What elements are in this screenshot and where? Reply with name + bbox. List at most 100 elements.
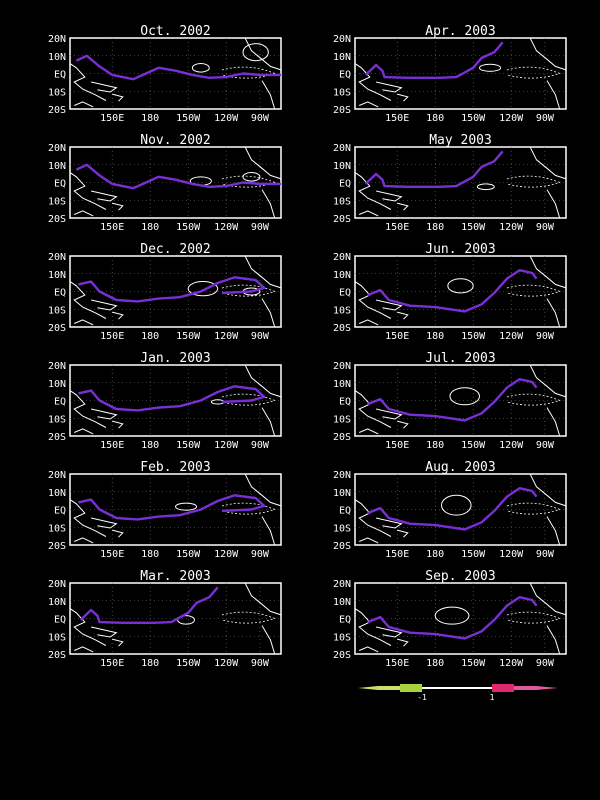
- contour: [449, 387, 480, 406]
- y-tick-label: 10S: [333, 196, 351, 207]
- coastline: [69, 473, 282, 546]
- y-tick-label: 20S: [333, 323, 351, 334]
- y-tick-label: 10S: [333, 305, 351, 316]
- y-tick-label: 20S: [333, 105, 351, 116]
- x-tick-label: 150W: [461, 222, 486, 233]
- panel-title: Aug. 2003: [425, 460, 495, 475]
- colorbar-pos-light: [514, 686, 536, 690]
- x-tick-label: 150W: [176, 440, 201, 451]
- y-tick-label: EQ: [54, 615, 66, 626]
- x-tick-label: 150E: [100, 549, 124, 560]
- x-tick-label: 180: [141, 331, 159, 342]
- highlight-contour: [78, 385, 266, 412]
- x-tick-label: 150W: [461, 331, 486, 342]
- x-tick-label: 90W: [536, 658, 555, 669]
- x-tick-label: 150E: [100, 113, 124, 124]
- panel-title: Feb. 2003: [140, 460, 210, 475]
- x-tick-label: 150E: [100, 222, 124, 233]
- panel-dec-2002: Dec. 2002 20N 10N EQ 10S 20S 150E 180 150W 120W 90…: [48, 242, 282, 342]
- contour-negative: [506, 611, 561, 624]
- y-tick-label: EQ: [339, 288, 351, 299]
- y-tick-label: 10N: [48, 161, 66, 172]
- x-tick-label: 150W: [461, 440, 486, 451]
- contour-negative: [506, 393, 561, 406]
- contour: [191, 63, 210, 73]
- y-tick-label: EQ: [54, 179, 66, 190]
- x-tick-label: 150W: [176, 549, 201, 560]
- y-tick-label: 20S: [333, 214, 351, 225]
- x-tick-label: 150E: [385, 658, 409, 669]
- x-tick-label: 90W: [251, 331, 270, 342]
- coastline: [69, 146, 282, 219]
- y-tick-label: 10N: [48, 52, 66, 63]
- x-tick-label: 150E: [100, 658, 124, 669]
- x-tick-label: 150W: [461, 113, 486, 124]
- x-tick-label: 90W: [536, 331, 555, 342]
- x-tick-label: 150E: [385, 549, 409, 560]
- colorbar-neg-light: [378, 686, 400, 690]
- contour: [476, 183, 495, 191]
- contour-negative: [506, 502, 561, 515]
- y-tick-label: EQ: [339, 179, 351, 190]
- y-tick-label: 20N: [48, 579, 66, 590]
- x-tick-label: 180: [426, 658, 444, 669]
- panel-title: Jul. 2003: [425, 351, 495, 366]
- coastline: [69, 255, 282, 328]
- y-tick-label: 20N: [48, 361, 66, 372]
- y-tick-label: 10N: [48, 488, 66, 499]
- y-tick-label: 20N: [48, 252, 66, 263]
- panel-title: Nov. 2002: [140, 133, 210, 148]
- x-tick-label: 180: [426, 549, 444, 560]
- x-tick-label: 150E: [385, 222, 409, 233]
- y-tick-label: 20N: [333, 34, 351, 45]
- contour-negative: [221, 66, 276, 79]
- colorbar-label-neg: -1: [417, 693, 427, 702]
- y-tick-label: EQ: [54, 70, 66, 81]
- x-tick-label: 180: [141, 658, 159, 669]
- panel-title: Sep. 2003: [425, 569, 495, 584]
- panel-jun-2003: Jun. 2003 20N 10N EQ 10S 20S 150E 180 150W 120W 90…: [333, 242, 567, 342]
- colorbar-neutral: [422, 687, 492, 689]
- y-tick-label: 10S: [48, 305, 66, 316]
- panel-mar-2003: Mar. 2003 20N 10N EQ 10S 20S 150E 180 150W 120W 90…: [48, 569, 282, 669]
- panel-title: Mar. 2003: [140, 569, 210, 584]
- y-tick-label: 20S: [48, 650, 66, 661]
- x-tick-label: 180: [426, 113, 444, 124]
- x-tick-label: 150E: [100, 440, 124, 451]
- x-tick-label: 180: [141, 549, 159, 560]
- y-tick-label: 20S: [333, 541, 351, 552]
- y-tick-label: EQ: [339, 397, 351, 408]
- x-tick-label: 150E: [385, 113, 409, 124]
- panel-title: Jan. 2003: [140, 351, 210, 366]
- panel-nov-2002: Nov. 2002 20N 10N EQ 10S 20S 150E 180 150W 120W 90…: [48, 133, 282, 233]
- colorbar-label-pos: 1: [490, 693, 495, 702]
- contour: [175, 502, 198, 511]
- x-tick-label: 180: [426, 331, 444, 342]
- x-tick-label: 150E: [100, 331, 124, 342]
- colorbar: -1 1: [358, 684, 558, 702]
- y-tick-label: 20S: [48, 105, 66, 116]
- y-tick-label: 10N: [48, 597, 66, 608]
- y-tick-label: 10N: [333, 597, 351, 608]
- x-tick-label: 150W: [461, 549, 486, 560]
- contour: [441, 494, 472, 516]
- coastline: [69, 364, 282, 437]
- y-tick-label: 10S: [48, 523, 66, 534]
- x-tick-label: 90W: [536, 222, 555, 233]
- coastline: [354, 146, 567, 219]
- y-tick-label: 20N: [333, 579, 351, 590]
- x-tick-label: 120W: [214, 549, 239, 560]
- highlight-contour: [367, 487, 538, 531]
- contour-negative: [506, 66, 561, 79]
- panel-grid: Oct. 2002 20N 10N EQ 10S 20S 150E 180 150W 120W 90…: [48, 24, 567, 669]
- x-tick-label: 120W: [499, 113, 524, 124]
- y-tick-label: 10N: [333, 488, 351, 499]
- contour: [242, 172, 261, 182]
- y-tick-label: 10N: [48, 379, 66, 390]
- x-tick-label: 120W: [499, 658, 524, 669]
- panel-title: Oct. 2002: [140, 24, 210, 39]
- highlight-contour: [75, 54, 281, 81]
- coastline: [354, 582, 567, 655]
- y-tick-label: 10N: [333, 52, 351, 63]
